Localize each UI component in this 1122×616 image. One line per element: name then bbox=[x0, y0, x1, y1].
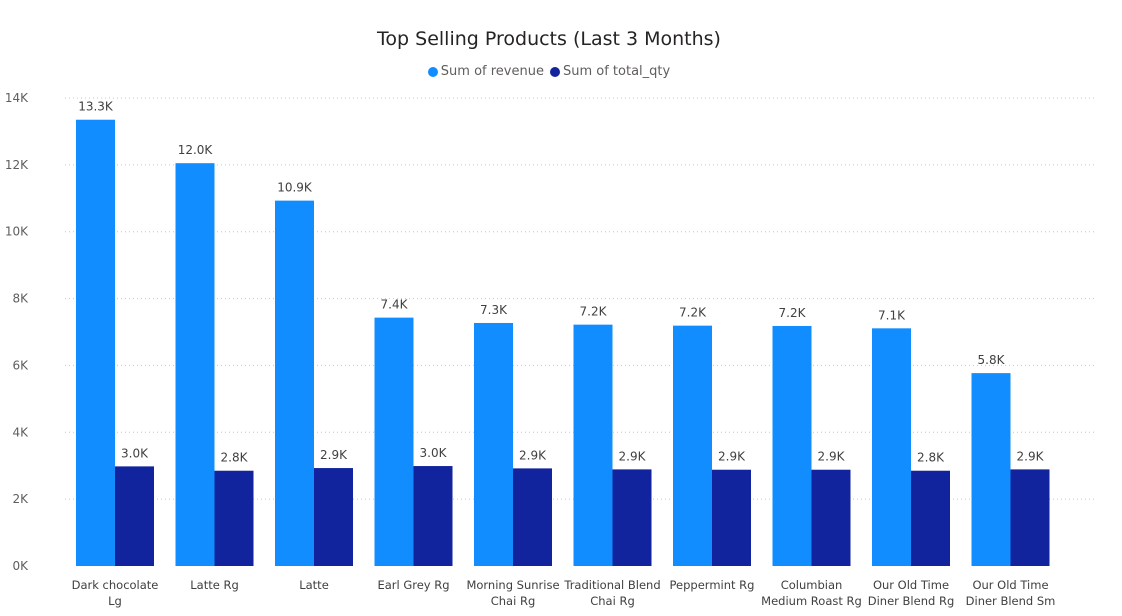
bar-total-qty bbox=[115, 466, 154, 566]
y-tick-label: 4K bbox=[12, 425, 29, 439]
data-label-revenue: 12.0K bbox=[178, 143, 214, 157]
legend-label-total-qty: Sum of total_qty bbox=[562, 64, 671, 79]
x-tick-label: Peppermint Rg bbox=[670, 578, 755, 592]
bar-revenue bbox=[573, 324, 613, 566]
x-tick-label: Lg bbox=[108, 594, 122, 608]
legend-label-revenue: Sum of revenue bbox=[440, 64, 544, 79]
x-tick-label: Our Old Time bbox=[873, 578, 949, 592]
data-label-total-qty: 3.0K bbox=[121, 446, 149, 460]
y-tick-label: 12K bbox=[5, 158, 29, 172]
data-label-revenue: 7.4K bbox=[381, 298, 409, 312]
data-label-revenue: 10.9K bbox=[277, 181, 313, 195]
x-tick-label: Dark chocolate bbox=[72, 578, 159, 592]
x-tick-label: Traditional Blend bbox=[563, 578, 660, 592]
data-label-total-qty: 2.9K bbox=[818, 450, 846, 464]
x-tick-label: Chai Rg bbox=[590, 594, 635, 608]
bar-total-qty bbox=[214, 470, 254, 566]
y-tick-label: 2K bbox=[12, 492, 29, 506]
bar-revenue bbox=[872, 328, 911, 566]
x-tick-label: Diner Blend Rg bbox=[868, 594, 955, 608]
y-tick-label: 0K bbox=[12, 559, 29, 573]
x-tick-label: Our Old Time bbox=[972, 578, 1048, 592]
bar-revenue bbox=[76, 119, 115, 566]
data-label-total-qty: 2.9K bbox=[1017, 449, 1045, 463]
chart-title: Top Selling Products (Last 3 Months) bbox=[377, 28, 721, 50]
data-label-revenue: 7.1K bbox=[878, 308, 906, 322]
data-label-total-qty: 2.9K bbox=[519, 448, 547, 462]
bar-revenue bbox=[175, 163, 215, 566]
bar-total-qty bbox=[712, 469, 751, 566]
x-tick-label: Latte Rg bbox=[190, 578, 239, 592]
data-label-revenue: 5.8K bbox=[978, 353, 1006, 367]
x-tick-label: Earl Grey Rg bbox=[377, 578, 449, 592]
bar-total-qty bbox=[1010, 469, 1050, 566]
bar-revenue bbox=[673, 325, 712, 566]
x-tick-label: Latte bbox=[299, 578, 329, 592]
bar-revenue bbox=[275, 200, 314, 566]
data-label-total-qty: 2.9K bbox=[320, 448, 348, 462]
bar-total-qty bbox=[811, 469, 851, 566]
data-label-revenue: 7.2K bbox=[779, 306, 807, 320]
bar-total-qty bbox=[413, 466, 453, 566]
legend-marker-total-qty bbox=[549, 66, 560, 77]
data-label-revenue: 13.3K bbox=[78, 100, 114, 114]
legend-entry-total-qty[interactable]: Sum of total_qty bbox=[549, 64, 671, 79]
bar-total-qty bbox=[612, 469, 652, 566]
x-tick-label: Chai Rg bbox=[491, 594, 536, 608]
data-label-total-qty: 2.9K bbox=[718, 450, 746, 464]
legend: Sum of revenue Sum of total_qty bbox=[0, 64, 1098, 79]
bar-total-qty bbox=[513, 468, 552, 566]
data-label-total-qty: 2.8K bbox=[917, 451, 945, 465]
data-label-revenue: 7.2K bbox=[580, 305, 608, 319]
data-label-total-qty: 3.0K bbox=[420, 446, 448, 460]
bar-revenue bbox=[374, 317, 414, 566]
legend-entry-revenue[interactable]: Sum of revenue bbox=[427, 64, 544, 79]
bar-revenue bbox=[772, 325, 812, 566]
y-tick-label: 8K bbox=[12, 292, 29, 306]
data-label-total-qty: 2.9K bbox=[619, 449, 647, 463]
data-label-total-qty: 2.8K bbox=[221, 451, 249, 465]
bar-revenue bbox=[474, 322, 513, 566]
x-tick-label: Columbian bbox=[781, 578, 843, 592]
y-tick-label: 14K bbox=[5, 91, 29, 105]
bar-total-qty bbox=[911, 470, 950, 566]
x-tick-label: Diner Blend Sm bbox=[966, 594, 1056, 608]
y-tick-label: 6K bbox=[12, 358, 29, 372]
y-tick-label: 10K bbox=[5, 225, 29, 239]
bar-revenue bbox=[971, 373, 1011, 566]
data-label-revenue: 7.3K bbox=[480, 303, 508, 317]
x-tick-label: Medium Roast Rg bbox=[761, 594, 862, 608]
bar-total-qty bbox=[314, 468, 353, 566]
x-tick-label: Morning Sunrise bbox=[466, 578, 559, 592]
data-label-revenue: 7.2K bbox=[679, 306, 707, 320]
legend-marker-revenue bbox=[427, 66, 438, 77]
